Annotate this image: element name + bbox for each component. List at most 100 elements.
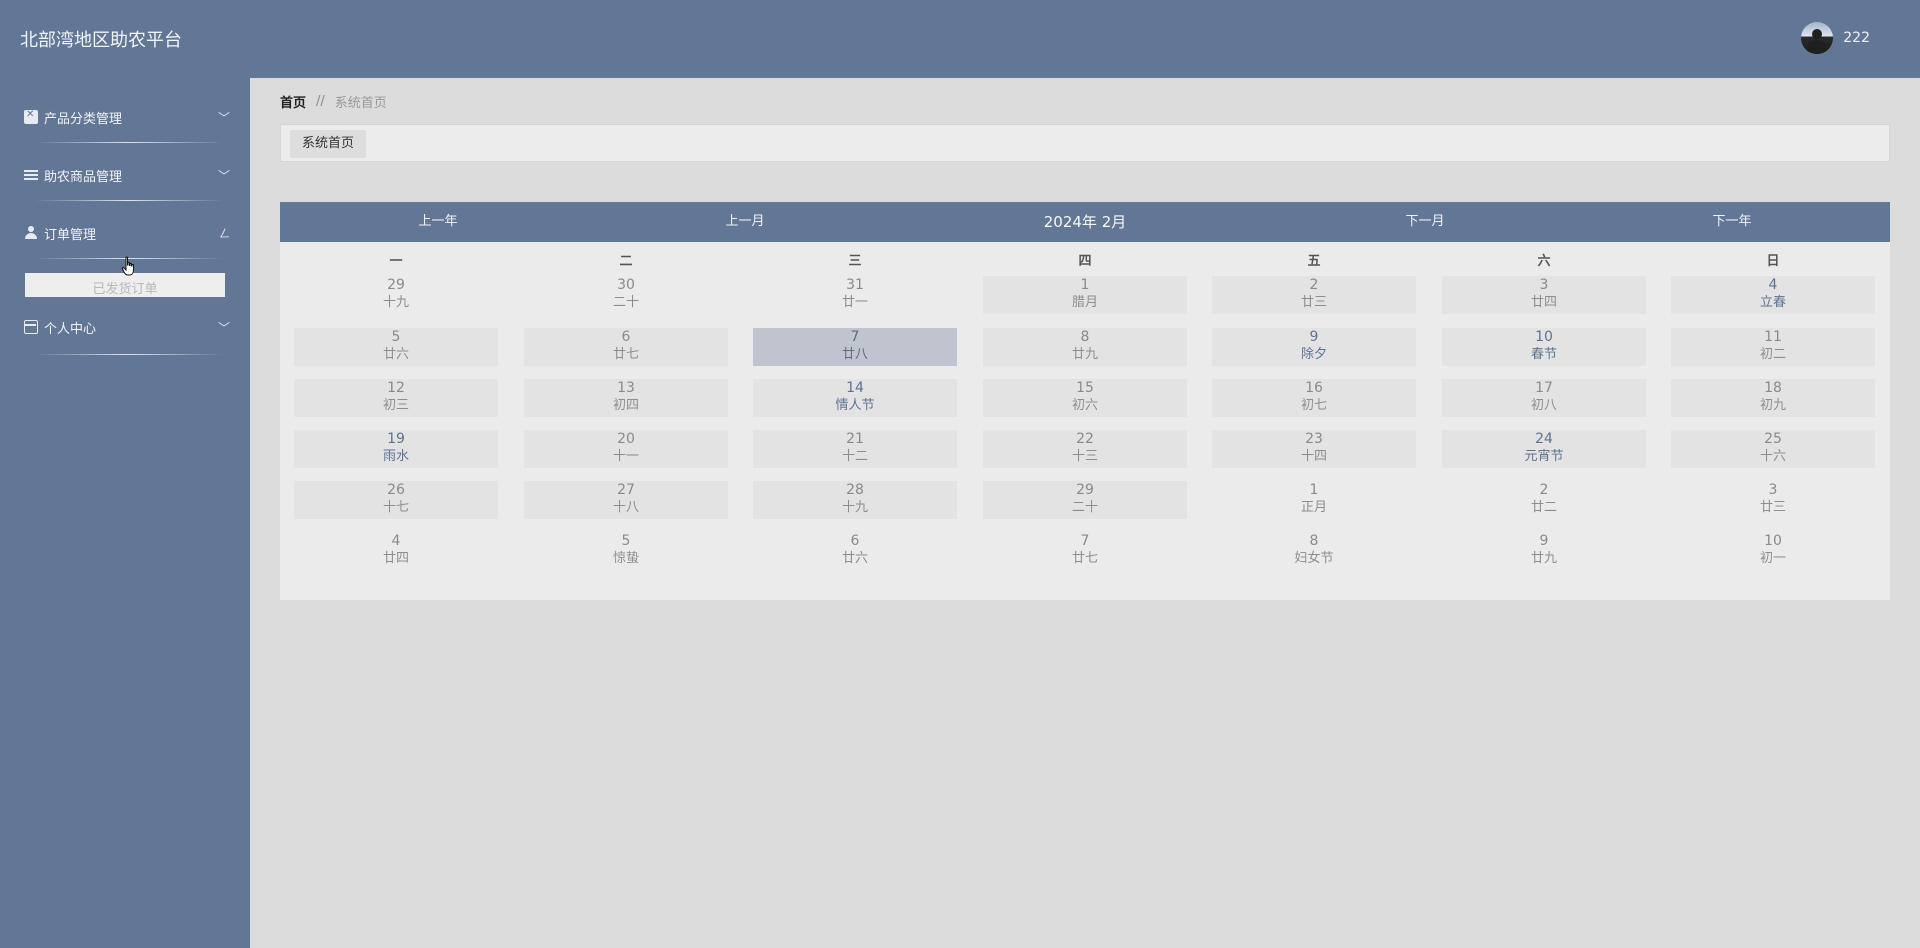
calendar-day-cell[interactable]: 1 正月 (1212, 481, 1416, 519)
calendar-day-cell[interactable]: 11 初二 (1671, 328, 1875, 366)
calendar-day-cell[interactable]: 26 十七 (294, 481, 498, 519)
lunar-date: 初一 (1759, 551, 1786, 566)
day-number: 9 (1309, 329, 1319, 345)
calendar-day-cell[interactable]: 2 廿二 (1442, 481, 1646, 519)
day-number: 7 (1080, 533, 1090, 549)
calendar-day-cell[interactable]: 8 廿九 (983, 328, 1187, 366)
lunar-date: 十九 (841, 500, 868, 515)
next-year-button[interactable]: 下一年 (1712, 214, 1752, 229)
sidebar-item-label: 产品分类管理 (44, 111, 123, 127)
day-number: 31 (846, 277, 864, 293)
calendar-day-cell[interactable]: 6 廿七 (524, 328, 728, 366)
calendar-day-cell[interactable]: 8 妇女节 (1212, 532, 1416, 570)
calendar-day-cell[interactable]: 31 廿一 (753, 276, 957, 314)
day-number: 9 (1539, 533, 1549, 549)
sidebar-item-label: 助农商品管理 (44, 169, 123, 185)
menu-divider (34, 258, 224, 259)
app-title: 北部湾地区助农平台 (20, 30, 182, 51)
tab-system-home[interactable]: 系统首页 (290, 130, 367, 158)
calendar-day-cell[interactable]: 7 廿八 (753, 328, 957, 366)
avatar[interactable] (1801, 22, 1834, 54)
sidebar-item-personal-center[interactable]: 个人中心 ﹀ (24, 312, 230, 342)
calendar-day-cell[interactable]: 10 春节 (1442, 328, 1646, 366)
calendar-day-cell[interactable]: 13 初四 (524, 379, 728, 417)
prev-year-button[interactable]: 上一年 (418, 214, 458, 229)
lunar-date: 雨水 (382, 449, 409, 464)
lunar-date: 廿三 (1759, 500, 1786, 515)
day-number: 4 (1768, 277, 1778, 293)
lunar-date: 廿八 (841, 347, 868, 362)
lunar-date: 初七 (1300, 398, 1327, 413)
lunar-date: 廿三 (1300, 295, 1327, 310)
calendar-day-cell[interactable]: 18 初九 (1671, 379, 1875, 417)
user-name[interactable]: 222 (1843, 30, 1870, 46)
sidebar-item-product-management[interactable]: 助农商品管理 ﹀ (24, 160, 230, 190)
lunar-date: 初四 (612, 398, 639, 413)
calendar-day-cell[interactable]: 21 十二 (753, 430, 957, 468)
calendar-day-cell[interactable]: 17 初八 (1442, 379, 1646, 417)
user-menu[interactable]: 222 (1801, 22, 1870, 54)
calendar-day-cell[interactable]: 25 十六 (1671, 430, 1875, 468)
lunar-date: 正月 (1300, 500, 1327, 515)
day-number: 8 (1309, 533, 1319, 549)
sidebar: 产品分类管理 ﹀ 助农商品管理 ﹀ 订单管理 ㄥ 已发货订单 个人中心 ﹀ (0, 78, 250, 948)
lunar-date: 廿九 (1530, 551, 1557, 566)
calendar-day-cell[interactable]: 29 二十 (983, 481, 1187, 519)
calendar-day-cell[interactable]: 12 初三 (294, 379, 498, 417)
calendar-day-cell[interactable]: 9 除夕 (1212, 328, 1416, 366)
calendar-day-cell[interactable]: 6 廿六 (753, 532, 957, 570)
calendar-day-cell[interactable]: 16 初七 (1212, 379, 1416, 417)
day-number: 11 (1764, 329, 1782, 345)
day-number: 20 (617, 431, 635, 447)
calendar-day-cell[interactable]: 24 元宵节 (1442, 430, 1646, 468)
day-number: 1 (1309, 482, 1319, 498)
calendar-day-cell[interactable]: 4 立春 (1671, 276, 1875, 314)
submenu-item-shipped-orders[interactable]: 已发货订单 (25, 273, 225, 297)
calendar-day-cell[interactable]: 27 十八 (524, 481, 728, 519)
calendar-day-cell[interactable]: 30 二十 (524, 276, 728, 314)
calendar-header: 上一年 上一月 2024年 2月 下一月 下一年 (280, 202, 1890, 242)
calendar: 上一年 上一月 2024年 2月 下一月 下一年 一二三四五六日 29 十九 30 二… (280, 202, 1890, 600)
calendar-day-cell[interactable]: 28 十九 (753, 481, 957, 519)
list-icon (24, 168, 38, 182)
sidebar-item-order-management[interactable]: 订单管理 ㄥ (24, 218, 230, 248)
calendar-day-cell[interactable]: 1 腊月 (983, 276, 1187, 314)
lunar-date: 初二 (1759, 347, 1786, 362)
user-icon (24, 226, 38, 240)
calendar-day-cell[interactable]: 5 廿六 (294, 328, 498, 366)
sidebar-item-product-category[interactable]: 产品分类管理 ﹀ (24, 102, 230, 132)
sidebar-item-label: 个人中心 (44, 321, 97, 337)
calendar-day-cell[interactable]: 23 十四 (1212, 430, 1416, 468)
calendar-day-cell[interactable]: 5 惊蛰 (524, 532, 728, 570)
chevron-down-icon: ﹀ (217, 111, 230, 125)
menu-divider (34, 200, 224, 201)
lunar-date: 廿九 (1071, 347, 1098, 362)
day-number: 10 (1535, 329, 1553, 345)
calendar-day-cell[interactable]: 3 廿三 (1671, 481, 1875, 519)
lunar-date: 初六 (1071, 398, 1098, 413)
lunar-date: 元宵节 (1524, 449, 1564, 464)
lunar-date: 腊月 (1071, 295, 1098, 310)
calendar-day-cell[interactable]: 10 初一 (1671, 532, 1875, 570)
breadcrumb-home[interactable]: 首页 (280, 96, 307, 111)
calendar-day-cell[interactable]: 7 廿七 (983, 532, 1187, 570)
day-number: 26 (387, 482, 405, 498)
lunar-date: 廿二 (1530, 500, 1557, 515)
calendar-day-cell[interactable]: 2 廿三 (1212, 276, 1416, 314)
calendar-day-cell[interactable]: 15 初六 (983, 379, 1187, 417)
calendar-day-cell[interactable]: 14 情人节 (753, 379, 957, 417)
lunar-date: 情人节 (835, 398, 875, 413)
calendar-day-cell[interactable]: 20 十一 (524, 430, 728, 468)
day-number: 18 (1764, 380, 1782, 396)
next-month-button[interactable]: 下一月 (1405, 214, 1445, 229)
calendar-day-cell[interactable]: 4 廿四 (294, 532, 498, 570)
calendar-day-cell[interactable]: 9 廿九 (1442, 532, 1646, 570)
prev-month-button[interactable]: 上一月 (725, 214, 765, 229)
lunar-date: 初九 (1759, 398, 1786, 413)
day-number: 25 (1764, 431, 1782, 447)
calendar-day-cell[interactable]: 22 十三 (983, 430, 1187, 468)
lunar-date: 十七 (382, 500, 409, 515)
calendar-day-cell[interactable]: 3 廿四 (1442, 276, 1646, 314)
calendar-day-cell[interactable]: 29 十九 (294, 276, 498, 314)
calendar-day-cell[interactable]: 19 雨水 (294, 430, 498, 468)
